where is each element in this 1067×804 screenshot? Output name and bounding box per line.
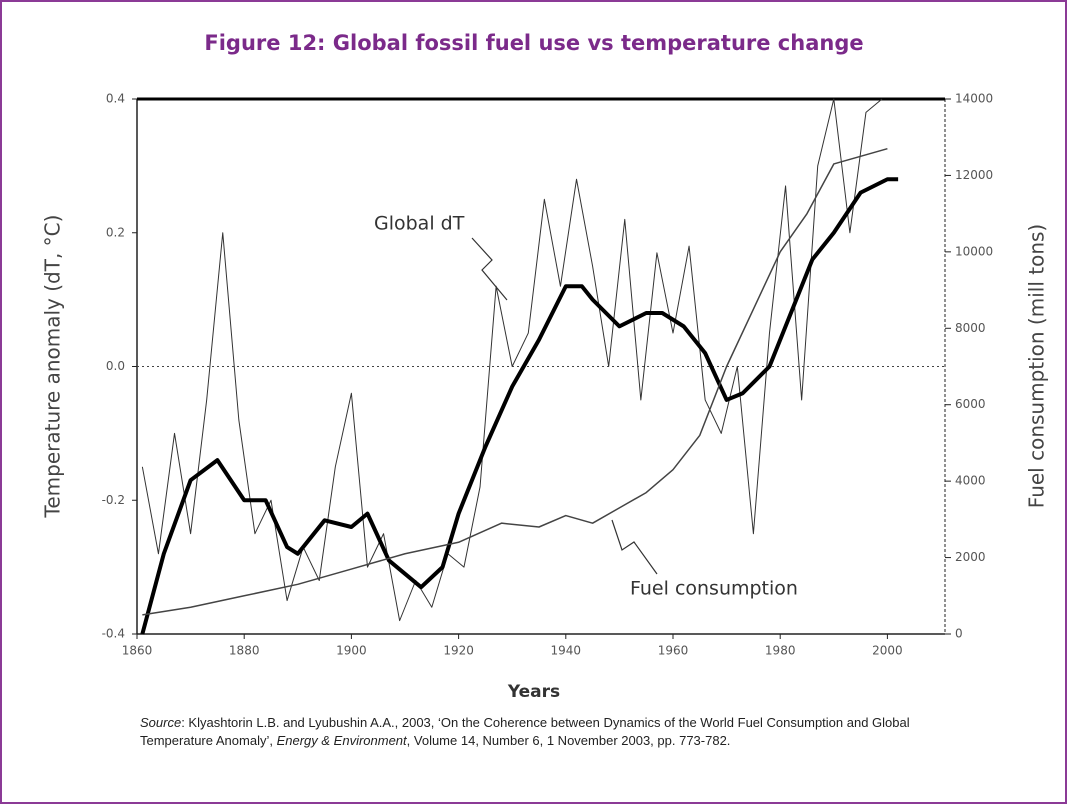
y-axis-title: Temperature anomaly (dT, °C) [41,215,65,519]
x-axis-title: Years [507,682,560,702]
x-tick-label: 1940 [551,644,582,658]
source-text: Source [140,715,182,730]
data-line [140,177,899,635]
data-line [141,98,883,622]
y-tick-label: 0.2 [106,225,125,239]
source-text: : Klyashtorin L.B. and Lyubushin A.A., 2… [140,715,910,748]
y-tick-label: 0.4 [106,92,125,106]
y2-tick-label: 0 [955,627,963,641]
annotation: Global dT [374,213,465,235]
x-tick-label: 1920 [443,644,474,658]
x-tick-label: 1960 [658,644,689,658]
y2-tick-label: 4000 [955,474,986,488]
chart-title: Figure 12: Global fossil fuel use vs tem… [204,31,863,55]
y2-tick-label: 12000 [955,168,993,182]
data-line [142,147,888,616]
y2-axis-title: Fuel consumption (mill tons) [1025,224,1049,508]
x-tick-label: 2000 [872,644,903,658]
y-tick-label: -0.4 [102,627,125,641]
x-tick-label: 1900 [336,644,367,658]
y-tick-label: 0.0 [106,359,125,373]
chart: Figure 12: Global fossil fuel use vs tem… [41,31,1049,702]
annotation: Fuel consumption [630,578,798,600]
y2-tick-label: 2000 [955,550,986,564]
source-text: , Volume 14, Number 6, 1 November 2003, … [406,733,731,748]
x-tick-label: 1980 [765,644,796,658]
y-tick-label: -0.2 [102,493,125,507]
y2-tick-label: 6000 [955,397,986,411]
y2-tick-label: 8000 [955,321,986,335]
y2-tick-label: 10000 [955,244,993,258]
source-text: Energy & Environment [276,733,407,748]
annotation-arrow [471,237,508,301]
x-tick-label: 1860 [122,644,153,658]
source-note: Source: Klyashtorin L.B. and Lyubushin A… [140,714,940,750]
x-tick-label: 1880 [229,644,260,658]
annotation-arrow [611,519,658,575]
y2-tick-label: 14000 [955,92,993,106]
